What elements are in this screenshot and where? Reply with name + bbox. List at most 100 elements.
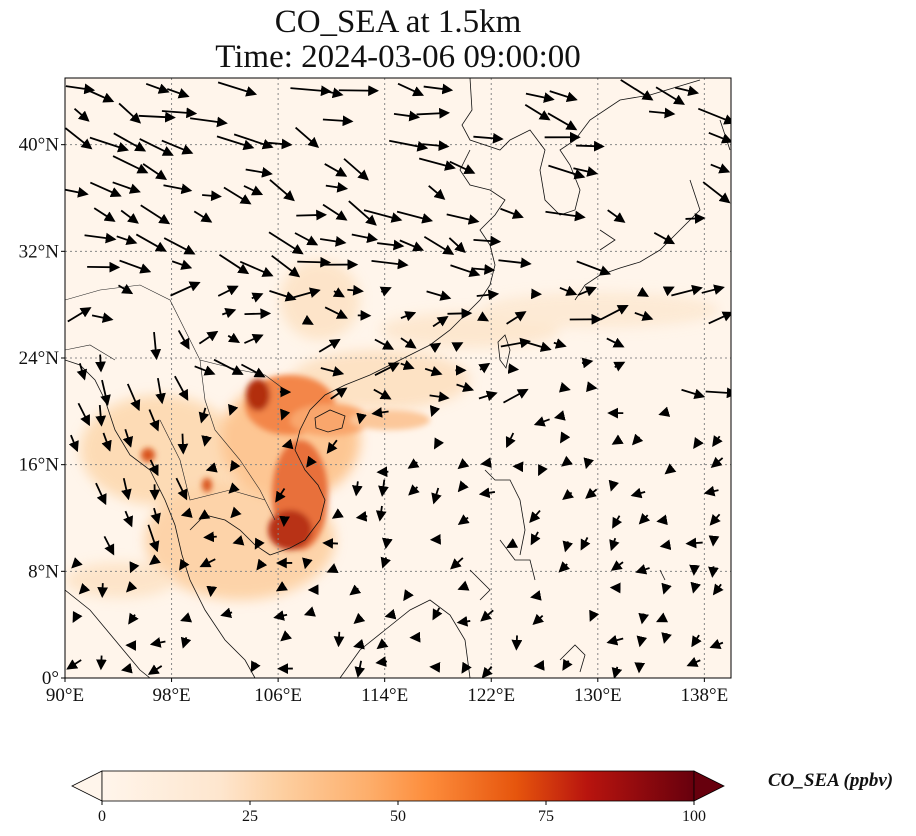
- wind-arrow: [708, 311, 731, 325]
- wind-arrow: [478, 362, 491, 374]
- wind-arrow: [634, 310, 654, 321]
- wind-arrow: [480, 457, 492, 468]
- wind-arrow: [583, 457, 594, 470]
- colorbar-tick-label: 50: [390, 808, 406, 825]
- wind-arrow: [562, 489, 574, 500]
- wind-arrow: [558, 561, 570, 573]
- wind-arrow: [297, 256, 332, 268]
- wind-arrow: [356, 412, 367, 425]
- wind-arrow: [607, 209, 626, 223]
- wind-arrow: [112, 181, 141, 194]
- wind-arrow: [322, 537, 338, 549]
- wind-arrow: [343, 158, 369, 181]
- wind-arrow: [213, 358, 244, 375]
- wind-arrow: [363, 209, 403, 223]
- wind-arrow: [576, 260, 611, 276]
- wind-arrow: [174, 375, 189, 401]
- wind-arrow: [631, 433, 644, 446]
- wind-arrow: [525, 92, 555, 103]
- wind-arrow: [171, 259, 193, 270]
- wind-arrow: [269, 179, 295, 202]
- wind-arrow: [148, 459, 159, 477]
- wind-arrow: [194, 365, 216, 376]
- wind-arrow: [611, 666, 623, 678]
- wind-arrow: [606, 634, 624, 646]
- wind-arrow: [503, 388, 529, 404]
- wind-arrow: [476, 311, 490, 322]
- wind-arrow: [449, 160, 476, 174]
- wind-arrow: [126, 383, 141, 412]
- wind-arrow: [478, 487, 496, 499]
- wind-arrow: [407, 458, 420, 469]
- lat-tick-label: 24°N: [19, 348, 60, 369]
- wind-arrow: [240, 363, 266, 378]
- wind-arrow: [505, 432, 516, 449]
- wind-arrow: [348, 200, 377, 226]
- wind-arrow: [68, 434, 79, 453]
- wind-arrow: [703, 485, 719, 497]
- wind-arrow: [147, 664, 163, 675]
- wind-arrow: [229, 459, 241, 472]
- wind-arrow: [473, 235, 502, 247]
- wind-arrow: [279, 515, 290, 528]
- wind-arrow: [128, 612, 139, 625]
- wind-arrow: [600, 304, 629, 321]
- wind-arrow: [532, 613, 545, 626]
- wind-arrow: [301, 314, 314, 325]
- wind-arrow: [374, 338, 395, 350]
- wind-arrow: [451, 342, 464, 352]
- wind-arrow: [610, 560, 624, 571]
- wind-arrow: [296, 209, 328, 221]
- wind-arrow: [429, 342, 442, 354]
- wind-arrow: [608, 479, 620, 492]
- wind-arrow: [349, 584, 362, 596]
- wind-arrow: [280, 408, 291, 421]
- colorbar: 0 25 50 75 100: [71, 770, 725, 825]
- latitude-axis: 0° 8°N 16°N 24°N 32°N 40°N: [19, 135, 65, 689]
- wind-arrow: [245, 166, 273, 178]
- wind-arrow: [244, 334, 264, 344]
- wind-arrow: [121, 477, 132, 501]
- wind-arrow: [306, 455, 317, 468]
- wind-arrow: [709, 513, 721, 526]
- wind-arrow: [95, 482, 107, 506]
- wind-arrow: [205, 462, 218, 473]
- wind-arrow: [166, 88, 190, 99]
- wind-arrow: [333, 631, 345, 648]
- lon-tick-label: 106°E: [254, 685, 302, 706]
- colorbar-tick-label: 100: [682, 808, 706, 825]
- wind-arrow: [636, 286, 649, 297]
- wind-arrow: [244, 308, 272, 320]
- wind-arrow: [424, 365, 443, 377]
- wind-arrow: [268, 138, 293, 150]
- wind-arrow: [506, 311, 527, 325]
- wind-arrow: [295, 126, 320, 149]
- wind-arrow: [423, 83, 454, 95]
- wind-arrow: [709, 638, 724, 649]
- wind-arrow: [548, 164, 586, 180]
- wind-arrow: [586, 381, 598, 392]
- wind-arrow: [428, 185, 446, 200]
- wind-arrow: [251, 292, 264, 303]
- wind-arrow: [457, 514, 470, 525]
- wind-arrow: [447, 308, 473, 319]
- wind-arrow: [457, 480, 469, 493]
- colorbar-label: CO_SEA (ppbv): [768, 770, 894, 791]
- wind-arrow: [382, 537, 393, 550]
- wind-arrow: [326, 563, 339, 573]
- wind-arrow: [456, 615, 471, 627]
- wind-arrow: [521, 339, 552, 352]
- wind-arrow: [630, 487, 646, 499]
- wind-arrow: [220, 607, 233, 618]
- wind-arrow: [198, 407, 210, 424]
- wind-arrow: [653, 232, 676, 245]
- wind-arrow: [355, 510, 368, 522]
- wind-arrow: [581, 357, 594, 369]
- wind-arrow: [198, 509, 211, 520]
- wind-arrow: [710, 456, 724, 468]
- wind-arrow: [112, 155, 149, 174]
- wind-arrow: [685, 213, 706, 224]
- wind-arrow: [216, 135, 255, 151]
- wind-arrow: [478, 390, 498, 402]
- wind-arrow: [330, 387, 348, 400]
